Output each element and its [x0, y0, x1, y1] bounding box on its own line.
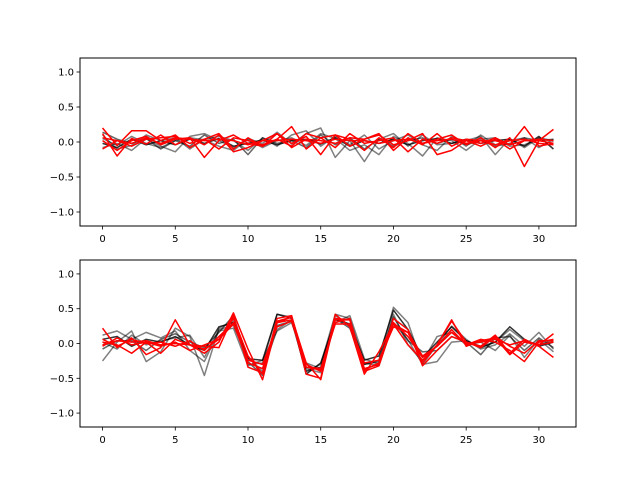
red-series-line-9 — [102, 320, 554, 370]
y-tick-label: −0.5 — [50, 374, 74, 385]
bottom-subplot: 0 5 10 15 20 25 30 −1.0 −0.5 0.0 0.5 1.0 — [50, 259, 577, 446]
y-tick-label: 0.5 — [58, 304, 74, 315]
x-tick-label: 25 — [460, 234, 473, 245]
red-series-line-6 — [101, 125, 554, 159]
x-tick-label: 30 — [533, 234, 546, 245]
x-tick-label: 5 — [172, 435, 178, 446]
y-tick-label: 1.0 — [58, 269, 74, 280]
x-tick-label: 0 — [99, 435, 105, 446]
x-tick-label: 0 — [99, 234, 105, 245]
x-tick-label: 30 — [533, 435, 546, 446]
y-tick-label: −0.5 — [50, 173, 74, 184]
x-tick-label: 10 — [242, 234, 255, 245]
x-tick-label: 10 — [242, 435, 255, 446]
y-tick-label: 0.0 — [58, 138, 74, 149]
y-tick-label: 1.0 — [58, 68, 74, 79]
top-subplot: 0 5 10 15 20 25 30 −1.0 −0.5 0.0 0.5 1.0 — [50, 57, 577, 245]
x-tick-label: 15 — [314, 435, 327, 446]
red-series-line-9 — [102, 137, 554, 146]
series-group — [101, 306, 555, 381]
x-tick-label: 20 — [387, 435, 400, 446]
y-tick-label: −1.0 — [50, 208, 74, 219]
y-tick-label: 0.0 — [58, 339, 74, 350]
x-tick-label: 20 — [387, 234, 400, 245]
x-tick-label: 5 — [172, 234, 178, 245]
red-series-line-5 — [101, 127, 554, 168]
x-tick-label: 15 — [314, 234, 327, 245]
series-group — [101, 125, 554, 168]
x-tick-label: 25 — [460, 435, 473, 446]
y-tick-label: −1.0 — [50, 409, 74, 420]
y-tick-label: 0.5 — [58, 103, 74, 114]
